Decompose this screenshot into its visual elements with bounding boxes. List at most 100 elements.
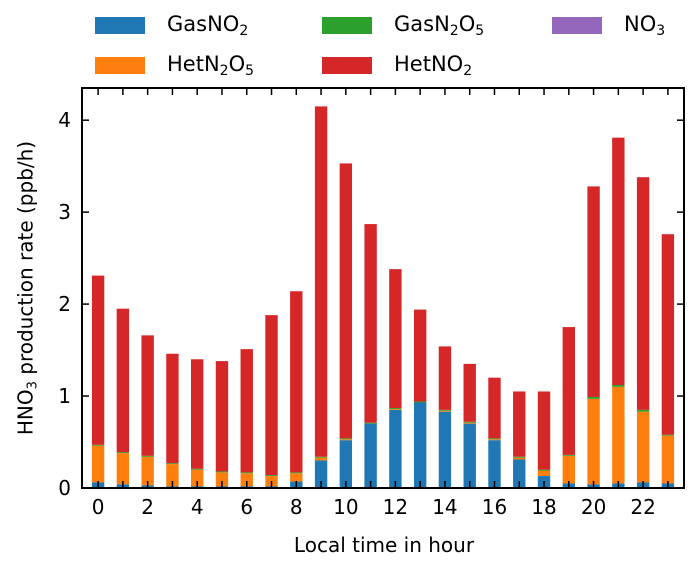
bar-23-series-2 (661, 434, 675, 436)
bar-18-series-2 (537, 469, 551, 471)
bar-8-series-2 (290, 472, 303, 474)
plot-frame (81, 87, 685, 489)
x-tick-label-16: 16 (482, 495, 507, 519)
bar-6-series-2 (240, 472, 253, 474)
x-tick-label-22: 22 (630, 495, 655, 519)
bar-3-series-1 (166, 464, 179, 487)
bar-22-series-2 (636, 409, 650, 412)
bar-4-series-3 (191, 359, 204, 469)
bar-1-series-1 (116, 453, 130, 485)
bar-15-series-0 (463, 423, 476, 488)
bar-12-series-1 (389, 408, 402, 410)
bar-10-series-2 (339, 438, 353, 440)
bar-14-series-1 (438, 410, 452, 412)
bar-1-series-2 (116, 452, 130, 454)
bar-10-series-0 (339, 440, 353, 488)
legend-label-gasno2: GasNO2 (167, 11, 249, 39)
x-tick-label-18: 18 (531, 495, 556, 519)
bar-13-series-3 (413, 309, 427, 402)
bar-20-series-2 (587, 396, 600, 399)
y-tick-label-4: 4 (58, 108, 71, 132)
bar-16-series-0 (488, 440, 501, 488)
bar-5-series-1 (215, 472, 229, 487)
legend-item-gasn2o5: GasN2O5 (322, 10, 484, 40)
x-tick-label-20: 20 (581, 495, 606, 519)
bar-21-series-1 (612, 386, 625, 484)
bar-9-series-0 (314, 460, 328, 488)
bar-16-series-1 (488, 439, 501, 441)
bar-18-series-1 (537, 470, 551, 477)
x-tick-label-14: 14 (432, 495, 457, 519)
bar-15-series-1 (463, 422, 476, 424)
legend-item-gasno2: GasNO2 (95, 10, 248, 40)
bar-13-series-0 (413, 402, 427, 488)
bar-8-series-3 (290, 291, 303, 473)
bar-4-series-1 (191, 469, 204, 487)
bar-19-series-2 (562, 454, 575, 456)
bar-2-series-3 (141, 335, 154, 456)
bar-9-series-2 (314, 456, 328, 458)
bar-20-series-1 (587, 398, 600, 485)
legend-swatch-gasno2 (95, 16, 145, 34)
legend-item-no3: NO3 (552, 10, 665, 40)
x-tick-label-10: 10 (333, 495, 358, 519)
bar-16-series-3 (488, 377, 501, 439)
bar-11-series-3 (364, 224, 377, 423)
bar-20-series-3 (587, 186, 600, 397)
bar-14-series-2 (438, 409, 452, 411)
bar-21-series-3 (612, 137, 625, 386)
bar-12-series-2 (389, 408, 402, 409)
bar-10-series-1 (339, 439, 353, 441)
bar-0-series-1 (91, 445, 105, 483)
y-tick-label-0: 0 (58, 476, 71, 500)
legend-swatch-hetn2o5 (95, 56, 145, 74)
bar-6-series-3 (240, 349, 253, 473)
bar-1-series-3 (116, 308, 130, 453)
legend-label-gasn2o5: GasN2O5 (394, 11, 485, 39)
bar-15-series-3 (463, 363, 476, 422)
bar-19-series-3 (562, 327, 575, 455)
bar-3-series-2 (166, 463, 179, 465)
bar-7-series-3 (265, 315, 278, 476)
legend-swatch-hetno2 (322, 56, 372, 74)
x-tick-label-4: 4 (191, 495, 204, 519)
bar-12-series-0 (389, 409, 402, 488)
bar-21-series-2 (612, 385, 625, 387)
x-tick-label-0: 0 (92, 495, 105, 519)
bar-17-series-2 (513, 456, 526, 458)
bar-22-series-1 (636, 411, 650, 483)
x-tick-label-12: 12 (383, 495, 408, 519)
bar-0-series-2 (91, 444, 105, 446)
legend-label-hetno2: HetNO2 (394, 51, 473, 79)
bar-2-series-2 (141, 455, 154, 457)
bar-7-series-2 (265, 475, 278, 477)
x-tick-label-8: 8 (290, 495, 303, 519)
bar-9-series-1 (314, 457, 328, 461)
legend-swatch-gasn2o5 (322, 16, 372, 34)
bar-17-series-3 (513, 391, 526, 457)
bar-0-series-3 (91, 275, 105, 445)
x-tick-label-6: 6 (240, 495, 253, 519)
bar-5-series-2 (215, 471, 229, 473)
bar-12-series-3 (389, 269, 402, 408)
bar-13-series-2 (413, 401, 427, 403)
y-axis-label: HNO3 production rate (ppb/h) (13, 140, 41, 436)
bar-23-series-3 (661, 234, 675, 435)
bar-15-series-2 (463, 421, 476, 423)
bar-19-series-1 (562, 455, 575, 484)
legend-label-no3: NO3 (624, 11, 666, 39)
x-tick-label-2: 2 (141, 495, 154, 519)
bar-11-series-0 (364, 423, 377, 488)
bar-18-series-3 (537, 391, 551, 470)
bar-8-series-1 (290, 473, 303, 482)
legend-item-hetn2o5: HetN2O5 (95, 50, 254, 80)
bar-23-series-1 (661, 435, 675, 484)
bar-2-series-1 (141, 456, 154, 486)
bar-16-series-2 (488, 438, 501, 440)
bar-14-series-3 (438, 346, 452, 410)
y-tick-label-2: 2 (58, 292, 71, 316)
bar-22-series-3 (636, 177, 650, 410)
bar-17-series-0 (513, 459, 526, 488)
bar-11-series-2 (364, 422, 377, 424)
